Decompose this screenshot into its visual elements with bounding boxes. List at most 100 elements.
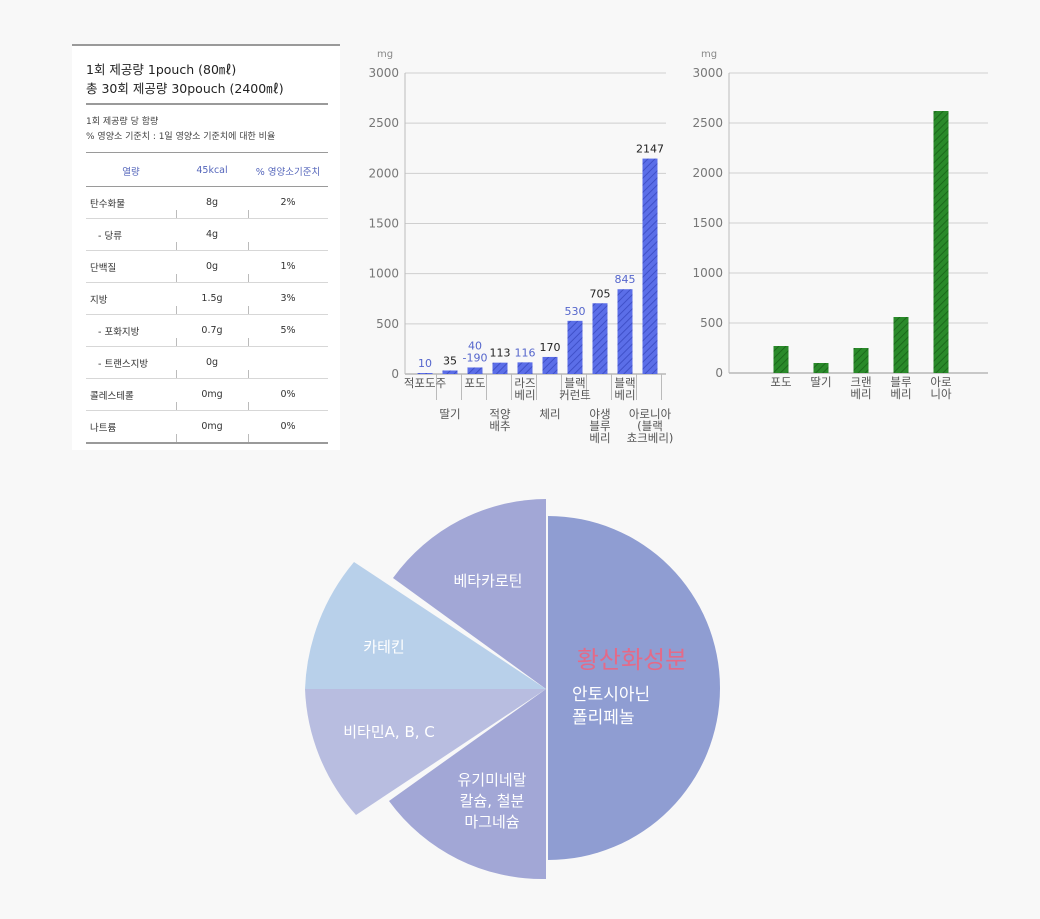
data-label: 530 [565, 305, 586, 318]
x-tick-label: 야생 [589, 407, 610, 421]
x-tick-label: 베리 [514, 388, 535, 402]
data-label: -190 [463, 351, 488, 364]
y-unit-label: mg [377, 49, 393, 60]
pie-label-vitamin: 비타민A, B, C [343, 723, 435, 741]
x-tick-label: 블루 [589, 419, 610, 433]
bar [893, 317, 909, 373]
total-servings-line: 총 30회 제공량 30pouch (2400㎖) [86, 81, 284, 96]
nutrient-name: - 트랜스지방 [86, 346, 176, 379]
y-tick-label: 2500 [692, 116, 723, 130]
divider [86, 103, 328, 105]
bar [467, 367, 483, 374]
x-tick-label: 베리 [589, 431, 610, 445]
nutrient-amount: 0g [176, 346, 248, 379]
x-tick-label: 적양 [489, 407, 511, 421]
table-row: 나트륨 0mg 0% [86, 410, 328, 444]
x-tick-label: 베리 [850, 387, 871, 401]
x-tick-label: 배추 [489, 419, 510, 433]
x-tick-label: 베리 [890, 387, 911, 401]
blue-chart-group: mg 0 500 1000 1500 2000 2500 3000 10 적포도주 35 딸기 40-1… [368, 49, 673, 445]
table-row: - 당류 4g [86, 218, 328, 251]
table-row: 탄수화물 8g 2% [86, 186, 328, 219]
x-tick-label: 크랜 [850, 375, 871, 389]
data-label: 705 [590, 287, 611, 300]
nutrient-amount: 0mg [176, 378, 248, 411]
y-tick-label: 500 [376, 317, 399, 331]
nutrient-amount: 0mg [176, 410, 248, 444]
table-row: 단백질 0g 1% [86, 250, 328, 283]
nutrient-dv [248, 218, 328, 251]
x-tick-label: 포도 [770, 375, 791, 389]
table-header-row: 열량 45kcal % 영양소기준치 [86, 155, 328, 187]
data-label: 35 [443, 354, 457, 367]
y-tick-label: 3000 [368, 66, 399, 80]
x-tick-label: 블랙 [564, 376, 585, 390]
nutrition-table: 열량 45kcal % 영양소기준치 탄수화물 8g 2% - 당류 4g 단백질 0g… [86, 155, 328, 444]
divider [86, 152, 328, 153]
header-cell: 열량 [86, 155, 176, 187]
bar [542, 356, 558, 374]
x-tick-label: 적포도주 [404, 376, 446, 390]
x-tick-label: 딸기 [810, 375, 831, 389]
data-label: 113 [490, 347, 511, 360]
x-tick-label: 쵸크베리) [627, 431, 674, 445]
nutrient-name: 단백질 [86, 250, 176, 283]
x-tick-label: 베리 [614, 388, 635, 402]
pie-slice-vitamin [305, 689, 546, 815]
x-tick-label: 포도 [464, 376, 485, 390]
y-tick-label: 1500 [692, 216, 723, 230]
x-tick-label: 라즈 [514, 376, 535, 390]
table-row: - 트랜스지방 0g [86, 346, 328, 379]
bar [417, 372, 433, 374]
pie-slice-minerals [389, 689, 546, 880]
y-tick-label: 0 [715, 366, 723, 380]
x-tick-label: 블루 [890, 375, 911, 389]
pie-slice-beta-carotene [393, 499, 546, 689]
pie-slice-catechin [305, 562, 546, 689]
table-row: - 포화지방 0.7g 5% [86, 314, 328, 347]
nutrient-amount: 4g [176, 218, 248, 251]
nutrient-dv [248, 346, 328, 379]
nutrient-name: - 포화지방 [86, 314, 176, 347]
bar [773, 346, 789, 373]
y-unit-label: mg [701, 49, 717, 60]
y-tick-label: 3000 [692, 66, 723, 80]
y-tick-label: 2500 [368, 116, 399, 130]
y-tick-label: 500 [700, 316, 723, 330]
data-label: 845 [615, 273, 636, 286]
header-cell: 45kcal [176, 155, 248, 187]
y-tick-label: 1500 [368, 217, 399, 231]
nutrient-amount: 8g [176, 186, 248, 219]
y-tick-label: 2000 [692, 166, 723, 180]
data-label: 170 [540, 341, 561, 354]
table-row: 콜레스테롤 0mg 0% [86, 378, 328, 411]
bar [642, 158, 658, 374]
nutrient-dv: 5% [248, 314, 328, 347]
bar [592, 303, 608, 374]
data-label: 40 [468, 339, 482, 352]
x-tick-label: 커런트 [559, 388, 591, 402]
pie-label-line: 유기미네랄 [457, 771, 526, 789]
pie-title-antioxidant: 황산화성분 [577, 646, 687, 674]
top-rule [72, 44, 340, 46]
x-tick-label: 아로 [930, 375, 951, 389]
nutrition-facts-panel: 1회 제공량 1pouch (80㎖) 총 30회 제공량 30pouch (2… [72, 44, 340, 450]
data-label: 10 [418, 357, 432, 370]
nutrient-dv: 0% [248, 378, 328, 411]
nutrient-dv: 0% [248, 410, 328, 444]
bar [933, 111, 949, 373]
bar [617, 289, 633, 374]
nutrient-dv: 1% [248, 250, 328, 283]
pie-slice-antioxidant [548, 516, 720, 860]
y-tick-label: 2000 [368, 166, 399, 180]
serving-size-line: 1회 제공량 1pouch (80㎖) [86, 62, 237, 77]
data-label: 2147 [636, 143, 664, 156]
nutrient-amount: 0g [176, 250, 248, 283]
y-tick-label: 0 [391, 367, 399, 381]
x-tick-label: (블랙 [637, 419, 663, 433]
x-tick-label: 니아 [930, 387, 952, 401]
pie-label-beta-carotene: 베타카로틴 [453, 572, 522, 590]
nutrient-name: 지방 [86, 282, 176, 315]
